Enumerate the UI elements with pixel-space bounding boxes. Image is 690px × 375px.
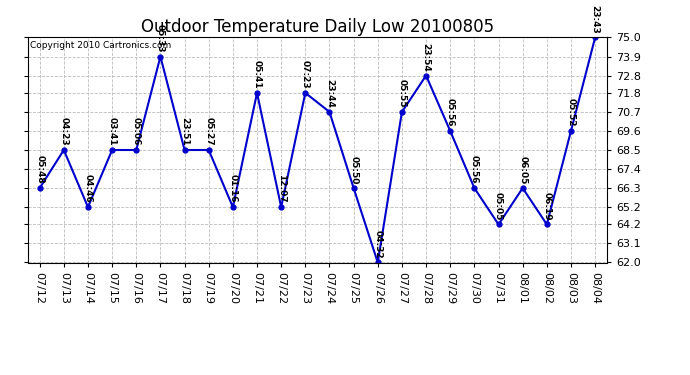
- Text: 04:23: 04:23: [59, 117, 68, 146]
- Text: 05:55: 05:55: [397, 79, 406, 108]
- Text: 23:54: 23:54: [422, 43, 431, 71]
- Text: 05:27: 05:27: [204, 117, 213, 146]
- Text: 01:16: 01:16: [228, 174, 237, 203]
- Text: 12:07: 12:07: [277, 174, 286, 203]
- Text: 05:56: 05:56: [446, 98, 455, 127]
- Text: 23:51: 23:51: [180, 117, 189, 146]
- Text: 03:41: 03:41: [108, 117, 117, 146]
- Text: 05:06: 05:06: [132, 117, 141, 146]
- Text: Copyright 2010 Cartronics.com: Copyright 2010 Cartronics.com: [30, 41, 172, 50]
- Text: 07:23: 07:23: [301, 60, 310, 89]
- Text: 06:05: 06:05: [518, 156, 527, 184]
- Text: 23:43: 23:43: [591, 4, 600, 33]
- Text: 04:46: 04:46: [83, 174, 92, 203]
- Text: 05:33: 05:33: [156, 24, 165, 52]
- Text: 05:50: 05:50: [349, 156, 358, 184]
- Text: 05:41: 05:41: [253, 60, 262, 89]
- Text: 04:32: 04:32: [373, 230, 382, 258]
- Text: 05:52: 05:52: [566, 98, 575, 127]
- Text: 06:19: 06:19: [542, 192, 551, 220]
- Text: 23:44: 23:44: [325, 79, 334, 108]
- Text: 05:56: 05:56: [470, 155, 479, 184]
- Title: Outdoor Temperature Daily Low 20100805: Outdoor Temperature Daily Low 20100805: [141, 18, 494, 36]
- Text: 05:48: 05:48: [35, 155, 44, 184]
- Text: 05:05: 05:05: [494, 192, 503, 220]
